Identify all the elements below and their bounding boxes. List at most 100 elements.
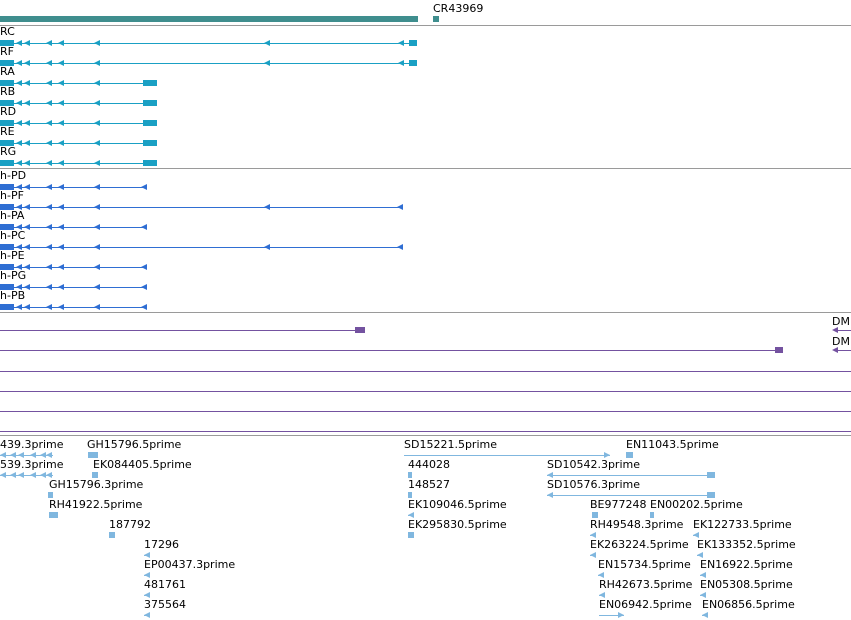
est-label: 481761 bbox=[144, 578, 186, 591]
strand-arrow bbox=[24, 100, 30, 106]
strand-arrow bbox=[58, 224, 64, 230]
est-block bbox=[88, 452, 98, 458]
est-label: RH42673.5prime bbox=[599, 578, 693, 591]
transcript-exon bbox=[0, 120, 14, 126]
strand-arrow bbox=[832, 347, 838, 353]
strand-arrow bbox=[0, 472, 6, 478]
strand-arrow bbox=[16, 60, 22, 66]
est-label: 187792 bbox=[109, 518, 151, 531]
track-separator bbox=[0, 312, 851, 313]
est-label: EK263224.5prime bbox=[590, 538, 689, 551]
strand-arrow bbox=[18, 472, 24, 478]
est-line bbox=[599, 615, 624, 616]
strand-arrow bbox=[94, 304, 100, 310]
strand-arrow bbox=[46, 160, 52, 166]
strand-arrow bbox=[46, 472, 52, 478]
strand-arrow bbox=[16, 244, 22, 250]
strand-arrow bbox=[46, 204, 52, 210]
est-block bbox=[707, 472, 715, 478]
strand-arrow bbox=[10, 452, 16, 458]
est-label: SD10542.3prime bbox=[547, 458, 640, 471]
strand-arrow bbox=[598, 572, 604, 578]
transcript-exon bbox=[0, 60, 14, 66]
est-block bbox=[650, 512, 654, 518]
strand-arrow bbox=[58, 80, 64, 86]
strand-arrow bbox=[16, 40, 22, 46]
transcript-label: RA bbox=[0, 65, 15, 78]
strand-arrow bbox=[398, 40, 404, 46]
match-label: DM bbox=[832, 335, 850, 348]
strand-arrow bbox=[58, 120, 64, 126]
strand-arrow bbox=[16, 184, 22, 190]
gene-bar bbox=[0, 16, 418, 22]
strand-arrow bbox=[24, 60, 30, 66]
strand-arrow bbox=[94, 244, 100, 250]
transcript-exon bbox=[0, 160, 14, 166]
transcript-exon bbox=[0, 224, 14, 230]
transcript-exon bbox=[0, 100, 14, 106]
track-separator bbox=[0, 25, 851, 26]
strand-arrow bbox=[599, 592, 605, 598]
est-block bbox=[109, 532, 115, 538]
strand-arrow bbox=[58, 40, 64, 46]
strand-arrow bbox=[24, 120, 30, 126]
strand-arrow bbox=[30, 452, 36, 458]
match-block bbox=[355, 327, 365, 333]
strand-arrow bbox=[832, 327, 838, 333]
transcript-label: h-PA bbox=[0, 209, 25, 222]
transcript-exon bbox=[409, 60, 417, 66]
est-block bbox=[49, 512, 58, 518]
strand-arrow bbox=[24, 204, 30, 210]
strand-arrow bbox=[94, 160, 100, 166]
transcript-exon bbox=[143, 160, 157, 166]
transcript-intron bbox=[14, 267, 146, 268]
strand-arrow bbox=[16, 284, 22, 290]
strand-arrow bbox=[94, 224, 100, 230]
strand-arrow bbox=[702, 612, 708, 618]
transcript-exon bbox=[409, 40, 417, 46]
transcript-intron bbox=[14, 287, 146, 288]
est-label: EK122733.5prime bbox=[693, 518, 792, 531]
transcript-exon bbox=[0, 284, 14, 290]
strand-arrow bbox=[30, 472, 36, 478]
est-label: BE977248 bbox=[590, 498, 647, 511]
strand-arrow bbox=[700, 572, 706, 578]
match-line bbox=[0, 391, 851, 392]
strand-arrow bbox=[46, 244, 52, 250]
strand-arrow bbox=[24, 264, 30, 270]
strand-arrow bbox=[94, 40, 100, 46]
est-label: RH41922.5prime bbox=[49, 498, 143, 511]
transcript-exon bbox=[143, 120, 157, 126]
gene-label: CR43969 bbox=[433, 2, 484, 15]
transcript-intron bbox=[14, 63, 416, 64]
strand-arrow bbox=[547, 472, 553, 478]
strand-arrow bbox=[24, 140, 30, 146]
strand-arrow bbox=[46, 264, 52, 270]
strand-arrow bbox=[16, 80, 22, 86]
strand-arrow bbox=[24, 244, 30, 250]
est-block bbox=[408, 472, 412, 478]
strand-arrow bbox=[590, 552, 596, 558]
strand-arrow bbox=[58, 140, 64, 146]
strand-arrow bbox=[94, 140, 100, 146]
transcript-intron bbox=[14, 143, 157, 144]
est-label: EN15734.5prime bbox=[598, 558, 691, 571]
match-line bbox=[0, 431, 851, 432]
match-label: DM bbox=[832, 315, 850, 328]
strand-arrow bbox=[46, 184, 52, 190]
match-line bbox=[0, 350, 780, 351]
transcript-exon bbox=[143, 140, 157, 146]
transcript-intron bbox=[14, 163, 157, 164]
strand-arrow bbox=[46, 304, 52, 310]
est-label: GH15796.5prime bbox=[87, 438, 182, 451]
strand-arrow bbox=[141, 264, 147, 270]
transcript-exon bbox=[0, 244, 14, 250]
transcript-label: h-PD bbox=[0, 169, 27, 182]
est-label: SD10576.3prime bbox=[547, 478, 640, 491]
strand-arrow bbox=[16, 224, 22, 230]
est-label: EN06856.5prime bbox=[702, 598, 795, 611]
strand-arrow bbox=[547, 492, 553, 498]
transcript-label: h-PF bbox=[0, 189, 24, 202]
strand-arrow bbox=[16, 264, 22, 270]
